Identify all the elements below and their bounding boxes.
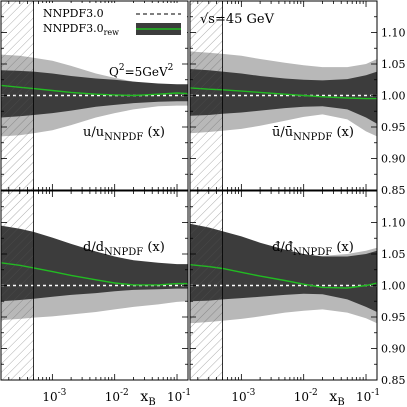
annotation-energy: √s=45 GeV — [200, 12, 275, 27]
panel-2: ū/ūNNPDF (x) — [189, 0, 378, 191]
panel-4: đ/đNNPDF (x) — [189, 190, 378, 381]
panels-layer: u/uNNPDF (x) ū/ūNNPDF (x) d/dNNPDF (x) đ/đN… — [0, 0, 378, 381]
axes-layer: 0.85 0.90 0.95 1.00 1.05 1.10 0.85 0.90 0.95 1.00… — [39, 3, 406, 407]
y-tick-label: 0.85 — [381, 184, 406, 197]
y-tick-label: 1.00 — [381, 280, 406, 293]
reweighted-band — [190, 223, 377, 312]
legend: NNPDF3.0 NNPDF3.0rew — [39, 3, 187, 37]
panel-label: u/uNNPDF (x) — [83, 125, 165, 143]
y-tick-label: 0.95 — [381, 311, 406, 324]
panel-plot-area — [190, 191, 377, 380]
panel-label: đ/đNNPDF (x) — [272, 240, 354, 258]
legend-label: NNPDF3.0rew — [43, 22, 119, 37]
x-tick-label: 10-1 — [356, 388, 380, 404]
legend-label: NNPDF3.0 — [43, 7, 104, 20]
reweighted-band — [1, 225, 188, 302]
y-tick-label: 1.05 — [381, 248, 406, 261]
x-tick-label: 10-2 — [105, 388, 129, 404]
y-tick-label: 1.10 — [381, 217, 406, 230]
y-tick-label: 1.05 — [381, 58, 406, 71]
y-tick-label: 0.85 — [381, 374, 406, 387]
x-tick-label: 10-3 — [42, 388, 66, 404]
panel-plot-area — [190, 1, 377, 190]
y-tick-label: 1.00 — [381, 90, 406, 103]
panel-label: ū/ūNNPDF (x) — [272, 125, 354, 143]
y-tick-label: 0.90 — [381, 343, 406, 356]
y-tick-label: 0.95 — [381, 121, 406, 134]
annotation-scale: Q2=5GeV2 — [109, 63, 173, 79]
panel-plot-area — [1, 1, 188, 190]
x-tick-label: 10-1 — [167, 388, 191, 404]
reweighted-band — [190, 69, 377, 124]
x-tick-label: 10-2 — [294, 388, 318, 404]
x-tick-label: 10-3 — [231, 388, 255, 404]
x-axis-label: xB — [329, 389, 344, 407]
x-axis-label: xB — [140, 389, 155, 407]
y-tick-label: 1.10 — [381, 27, 406, 40]
panel-label: d/dNNPDF (x) — [83, 240, 165, 258]
panel-plot-area — [1, 191, 188, 380]
panel-1: u/uNNPDF (x) — [0, 0, 189, 191]
y-tick-label: 0.90 — [381, 153, 406, 166]
panel-3: d/dNNPDF (x) — [0, 190, 189, 381]
